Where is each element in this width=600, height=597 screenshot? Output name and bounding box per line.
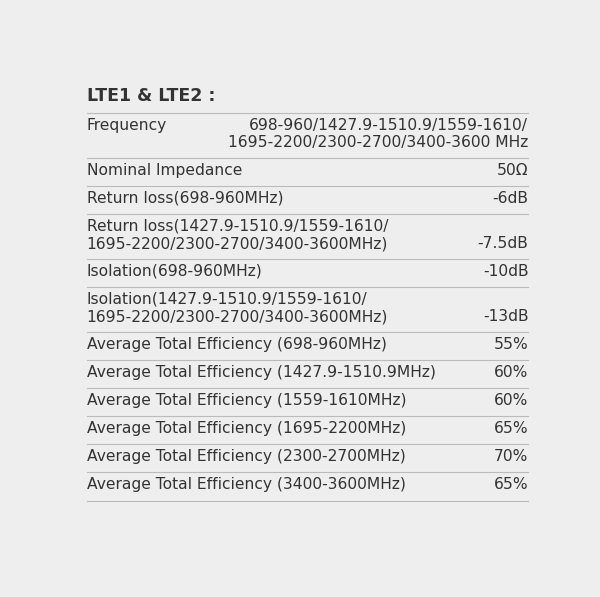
- Text: 1695-2200/2300-2700/3400-3600 MHz: 1695-2200/2300-2700/3400-3600 MHz: [228, 135, 529, 150]
- Text: 65%: 65%: [494, 477, 529, 492]
- Text: Average Total Efficiency (3400-3600MHz): Average Total Efficiency (3400-3600MHz): [86, 477, 406, 492]
- Text: LTE1 & LTE2 :: LTE1 & LTE2 :: [86, 87, 215, 105]
- Text: -7.5dB: -7.5dB: [478, 236, 529, 251]
- Text: Average Total Efficiency (1559-1610MHz): Average Total Efficiency (1559-1610MHz): [86, 393, 406, 408]
- Text: 698-960/1427.9-1510.9/1559-1610/: 698-960/1427.9-1510.9/1559-1610/: [250, 118, 529, 133]
- Text: Average Total Efficiency (698-960MHz): Average Total Efficiency (698-960MHz): [86, 337, 386, 352]
- Text: Nominal Impedance: Nominal Impedance: [86, 162, 242, 178]
- Text: 55%: 55%: [494, 337, 529, 352]
- Text: -13dB: -13dB: [483, 309, 529, 324]
- Text: 1695-2200/2300-2700/3400-3600MHz): 1695-2200/2300-2700/3400-3600MHz): [86, 236, 388, 251]
- Text: Isolation(698-960MHz): Isolation(698-960MHz): [86, 264, 262, 279]
- Text: Average Total Efficiency (1427.9-1510.9MHz): Average Total Efficiency (1427.9-1510.9M…: [86, 365, 436, 380]
- Text: Return loss(698-960MHz): Return loss(698-960MHz): [86, 190, 283, 206]
- Text: 1695-2200/2300-2700/3400-3600MHz): 1695-2200/2300-2700/3400-3600MHz): [86, 309, 388, 324]
- Text: 60%: 60%: [494, 365, 529, 380]
- Text: -6dB: -6dB: [493, 190, 529, 206]
- Text: Return loss(1427.9-1510.9/1559-1610/: Return loss(1427.9-1510.9/1559-1610/: [86, 219, 388, 234]
- Text: Isolation(1427.9-1510.9/1559-1610/: Isolation(1427.9-1510.9/1559-1610/: [86, 292, 367, 307]
- Text: Average Total Efficiency (2300-2700MHz): Average Total Efficiency (2300-2700MHz): [86, 449, 406, 464]
- Text: -10dB: -10dB: [483, 264, 529, 279]
- Text: 65%: 65%: [494, 421, 529, 436]
- Text: 60%: 60%: [494, 393, 529, 408]
- Text: Frequency: Frequency: [86, 118, 167, 133]
- Text: 70%: 70%: [494, 449, 529, 464]
- Text: Average Total Efficiency (1695-2200MHz): Average Total Efficiency (1695-2200MHz): [86, 421, 406, 436]
- Text: 50Ω: 50Ω: [497, 162, 529, 178]
